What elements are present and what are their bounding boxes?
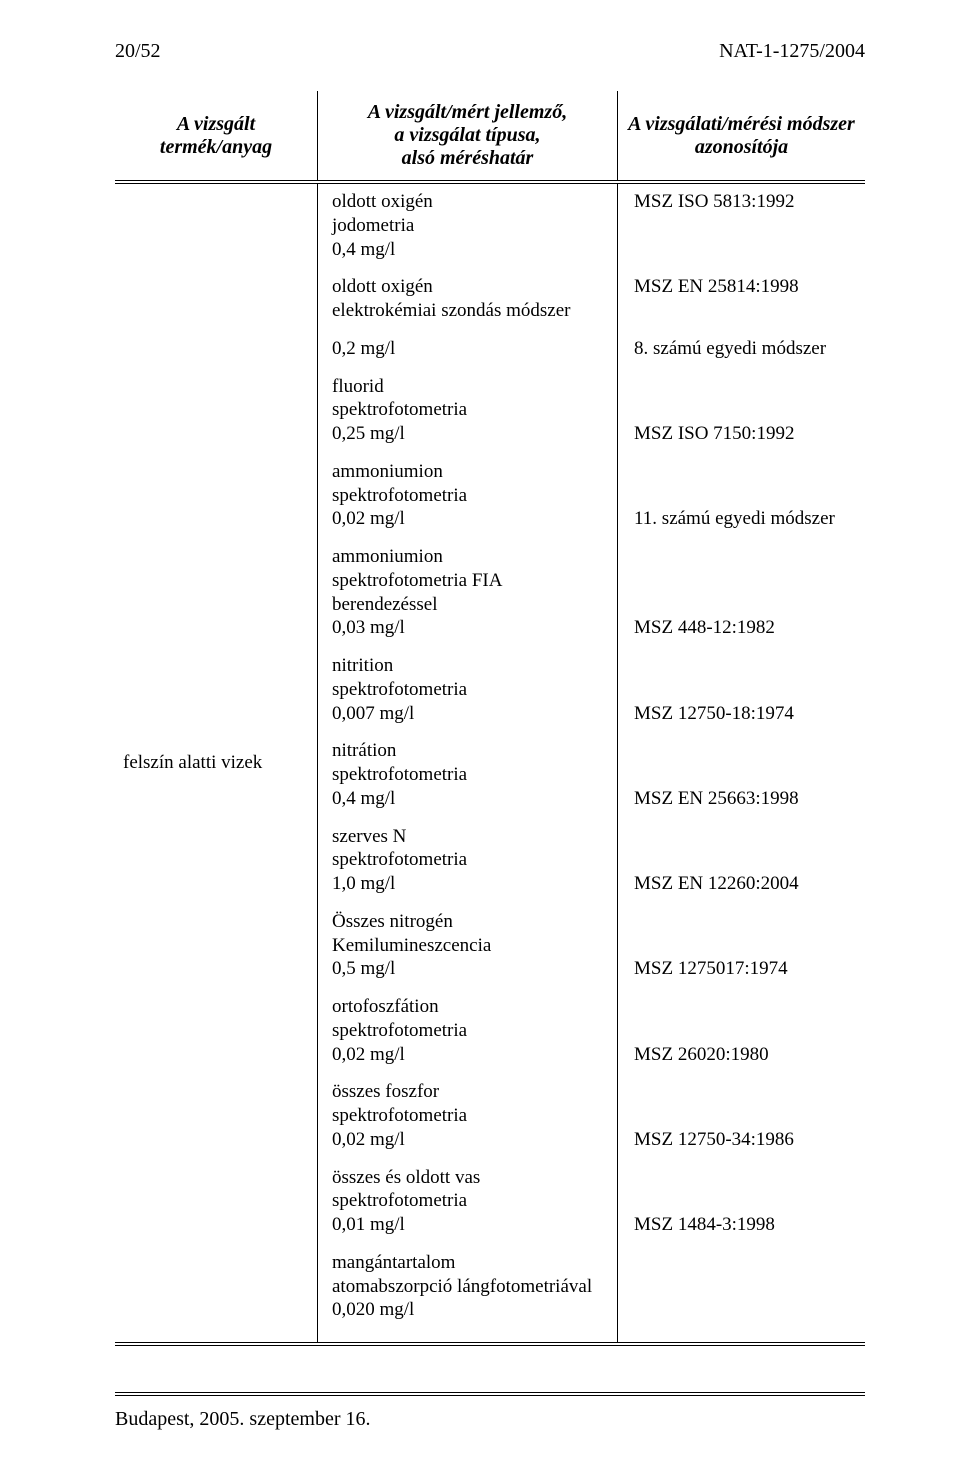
property-cell: oldott oxigénjodometria0,4 mg/loldott ox… xyxy=(318,182,618,1344)
col-header-method: A vizsgálati/mérési módszer azonosítója xyxy=(618,91,866,182)
property-line: 0,020 mg/l xyxy=(332,1299,414,1320)
property-group: mangántartalom atomabszorpció lángfotomet… xyxy=(332,1251,607,1322)
method-value: MSZ EN 12260:2004 xyxy=(634,872,859,943)
property-group: oldott oxigén jodometria 0,4 mg/l xyxy=(332,190,607,261)
property-line: 0,2 mg/l xyxy=(332,338,395,359)
property-line: berendezéssel xyxy=(332,594,438,615)
property-line: 0,4 mg/l xyxy=(332,239,395,260)
property-line: nitrition xyxy=(332,655,393,676)
property-line: jodometria xyxy=(332,215,414,236)
property-group: ammoniumion spektrofotometria FIA berendez… xyxy=(332,545,607,640)
property-line: spektrofotometria xyxy=(332,1190,467,1211)
property-group: szerves Nspektrofotometria 1,0 mg/l xyxy=(332,825,607,896)
col-header-property: A vizsgált/mért jellemző, a vizsgálat tí… xyxy=(318,91,618,182)
page-footer: Budapest, 2005. szeptember 16. xyxy=(115,1392,865,1431)
col3-line2: azonosítója xyxy=(695,136,788,158)
col2-line3: alsó méréshatár xyxy=(402,147,534,169)
method-value: 11. számú egyedi módszer xyxy=(634,507,859,602)
property-line: 0,01 mg/l xyxy=(332,1214,405,1235)
property-line: mangántartalom xyxy=(332,1252,455,1273)
property-line: 0,4 mg/l xyxy=(332,788,395,809)
property-line: összes és oldott vas xyxy=(332,1167,480,1188)
method-value: MSZ 1275017:1974 xyxy=(634,957,859,1028)
property-line: spektrofotometria xyxy=(332,1105,467,1126)
col3-line1: A vizsgálati/mérési módszer xyxy=(628,113,855,135)
methods-table: A vizsgált termék/anyag A vizsgált/mért … xyxy=(115,91,865,1346)
property-line: 0,25 mg/l xyxy=(332,423,405,444)
property-group: nitrátion spektrofotometria 0,4 mg/l xyxy=(332,739,607,810)
property-line: 1,0 mg/l xyxy=(332,873,395,894)
property-line: ammoniumion xyxy=(332,461,443,482)
property-line: elektrokémiai szondás módszer xyxy=(332,300,570,321)
property-line: spektrofotometria xyxy=(332,485,467,506)
property-line: spektrofotometria xyxy=(332,764,467,785)
property-line: szerves N xyxy=(332,826,406,847)
product-cell: felszín alatti vizek xyxy=(115,182,318,1344)
property-line: oldott oxigén xyxy=(332,191,433,212)
header-left: 20/52 xyxy=(115,40,161,63)
table-header-row: A vizsgált termék/anyag A vizsgált/mért … xyxy=(115,91,865,182)
property-line: fluorid xyxy=(332,376,384,397)
property-line: 0,03 mg/l xyxy=(332,617,405,638)
method-value: MSZ ISO 5813:1992 xyxy=(634,190,859,261)
property-group: fluoridspektrofotometria 0,25 mg/l xyxy=(332,375,607,446)
method-value: MSZ 448-12:1982 xyxy=(634,616,859,687)
col2-line2: a vizsgálat típusa, xyxy=(394,124,540,146)
property-line: ortofoszfátion xyxy=(332,996,439,1017)
property-line: atomabszorpció lángfotometriával xyxy=(332,1276,592,1297)
property-line: Összes nitrogén xyxy=(332,911,453,932)
property-line: spektrofotometria xyxy=(332,849,467,870)
property-line: 0,007 mg/l xyxy=(332,703,414,724)
property-line: nitrátion xyxy=(332,740,396,761)
method-value: MSZ 1484-3:1998 xyxy=(634,1213,859,1284)
property-line: összes foszfor xyxy=(332,1081,439,1102)
property-group: ammoniumion spektrofotometria0,02 mg/l xyxy=(332,460,607,531)
method-value: MSZ ISO 7150:1992 xyxy=(634,422,859,493)
property-line: 0,02 mg/l xyxy=(332,1044,405,1065)
method-value: MSZ EN 25814:1998 xyxy=(634,275,859,323)
method-value: MSZ 12750-18:1974 xyxy=(634,702,859,773)
method-value: 8. számú egyedi módszer xyxy=(634,337,859,408)
table-row: felszín alatti vizek oldott oxigén jodomet… xyxy=(115,182,865,1344)
property-line: spektrofotometria xyxy=(332,399,467,420)
property-line: 0,02 mg/l xyxy=(332,508,405,529)
property-line: ammoniumion xyxy=(332,546,443,567)
col2-line1: A vizsgált/mért jellemző, xyxy=(368,101,567,123)
property-line: spektrofotometria xyxy=(332,1020,467,1041)
property-line: spektrofotometria xyxy=(332,679,467,700)
header-right: NAT-1-1275/2004 xyxy=(719,40,865,63)
property-line: 0,02 mg/l xyxy=(332,1129,405,1150)
property-line: spektrofotometria FIA xyxy=(332,570,502,591)
method-value: MSZ 26020:1980 xyxy=(634,1043,859,1114)
method-value: MSZ EN 25663:1998 xyxy=(634,787,859,858)
property-group: összes foszfor spektrofotometria 0,02 mg/l xyxy=(332,1080,607,1151)
property-line: 0,5 mg/l xyxy=(332,958,395,979)
property-group: ortofoszfátion spektrofotometria 0,02 mg/l xyxy=(332,995,607,1066)
property-group: 0,2 mg/l xyxy=(332,337,607,361)
property-line: oldott oxigén xyxy=(332,276,433,297)
page-header: 20/52 NAT-1-1275/2004 xyxy=(115,40,865,63)
method-value: MSZ 12750-34:1986 xyxy=(634,1128,859,1199)
method-cell: MSZ ISO 5813:1992 MSZ EN 25814:1998 8. s… xyxy=(618,182,866,1344)
property-group: összes és oldott vasspektrofotometria 0,0… xyxy=(332,1166,607,1237)
property-group: Összes nitrogén Kemilumineszcencia0,5 mg/… xyxy=(332,910,607,981)
col-header-product: A vizsgált termék/anyag xyxy=(115,91,318,182)
property-group: oldott oxigén elektrokémiai szondás módsz… xyxy=(332,275,607,323)
property-line: Kemilumineszcencia xyxy=(332,935,491,956)
property-group: nitrition spektrofotometria 0,007 mg/l xyxy=(332,654,607,725)
